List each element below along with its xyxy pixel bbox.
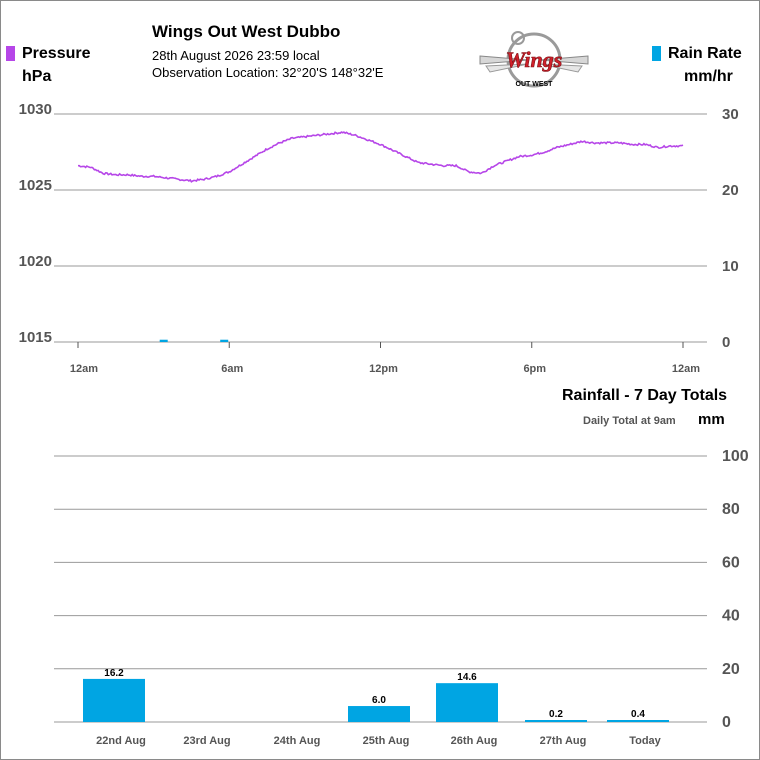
time-tick-label: 12pm: [369, 363, 398, 375]
time-tick-label: 12am: [672, 363, 700, 375]
pressure-tick-label: 1020: [19, 253, 52, 270]
rain-rate-bar: [220, 339, 229, 342]
logo-subtext: OUT WEST: [516, 81, 554, 88]
rainfall-bar: [436, 683, 498, 722]
rain-rate-tick-label: 20: [722, 182, 739, 199]
observation-location: Observation Location: 32°20'S 148°32'E: [152, 65, 384, 80]
rainfall-value-label: 0.2: [549, 709, 563, 720]
pressure-legend-swatch: [6, 46, 15, 61]
rain-rate-unit-label: mm/hr: [684, 68, 733, 85]
rainfall-bar: [525, 720, 587, 722]
rainfall-day-label: 24th Aug: [274, 735, 321, 747]
logo-lettering: Wings: [506, 47, 563, 72]
rain-rate-tick-label: 0: [722, 334, 730, 351]
rainfall-day-label: Today: [629, 735, 661, 747]
rainfall-7day-subtitle: Daily Total at 9am: [583, 415, 676, 427]
time-tick-label: 12am: [70, 363, 98, 375]
rainfall-tick-label: 0: [722, 714, 731, 731]
rainfall-tick-label: 100: [722, 448, 749, 465]
rainfall-7day-unit: mm: [698, 411, 725, 428]
rainfall-value-label: 14.6: [457, 672, 477, 683]
pressure-tick-label: 1015: [19, 329, 52, 346]
rain-rate-legend-label: Rain Rate: [668, 45, 742, 62]
station-title: Wings Out West Dubbo: [152, 22, 341, 41]
rain-rate-legend-swatch: [652, 46, 661, 61]
rainfall-day-label: 26th Aug: [451, 735, 498, 747]
pressure-tick-label: 1025: [19, 177, 52, 194]
rainfall-tick-label: 80: [722, 501, 740, 518]
pressure-line: [78, 131, 684, 183]
pressure-legend-label: Pressure: [22, 45, 91, 62]
rainfall-tick-label: 60: [722, 554, 740, 571]
observation-datetime: 28th August 2026 23:59 local: [152, 48, 320, 63]
rainfall-value-label: 0.4: [631, 709, 645, 720]
rainfall-bar: [607, 720, 669, 722]
rainfall-bar-chart: 100 80 60 40 20 0 16.2 22nd Aug 23rd Aug 24th Aug…: [54, 448, 749, 747]
rainfall-day-label: 27th Aug: [540, 735, 587, 747]
time-tick-label: 6am: [221, 363, 243, 375]
rainfall-day-label: 23rd Aug: [183, 735, 230, 747]
rain-rate-tick-label: 30: [722, 106, 739, 123]
rainfall-value-label: 16.2: [104, 668, 124, 679]
wings-logo: Wings OUT WEST: [479, 31, 589, 88]
time-tick-label: 6pm: [523, 363, 546, 375]
rainfall-tick-label: 20: [722, 661, 740, 678]
pressure-rain-chart: 1030 1025 1020 1015 30 20 10 0 12am 6am 12pm 6pm 12a…: [19, 101, 739, 375]
pressure-tick-label: 1030: [19, 101, 52, 118]
rainfall-value-label: 6.0: [372, 695, 386, 706]
rainfall-day-label: 22nd Aug: [96, 735, 146, 747]
rainfall-7day-title: Rainfall - 7 Day Totals: [562, 387, 728, 404]
rainfall-day-label: 25th Aug: [363, 735, 410, 747]
rainfall-tick-label: 40: [722, 608, 740, 625]
rainfall-bar: [83, 678, 145, 722]
rainfall-bar: [348, 706, 410, 722]
rain-rate-bar: [159, 339, 168, 342]
rain-rate-tick-label: 10: [722, 258, 739, 275]
pressure-unit-label: hPa: [22, 68, 52, 85]
